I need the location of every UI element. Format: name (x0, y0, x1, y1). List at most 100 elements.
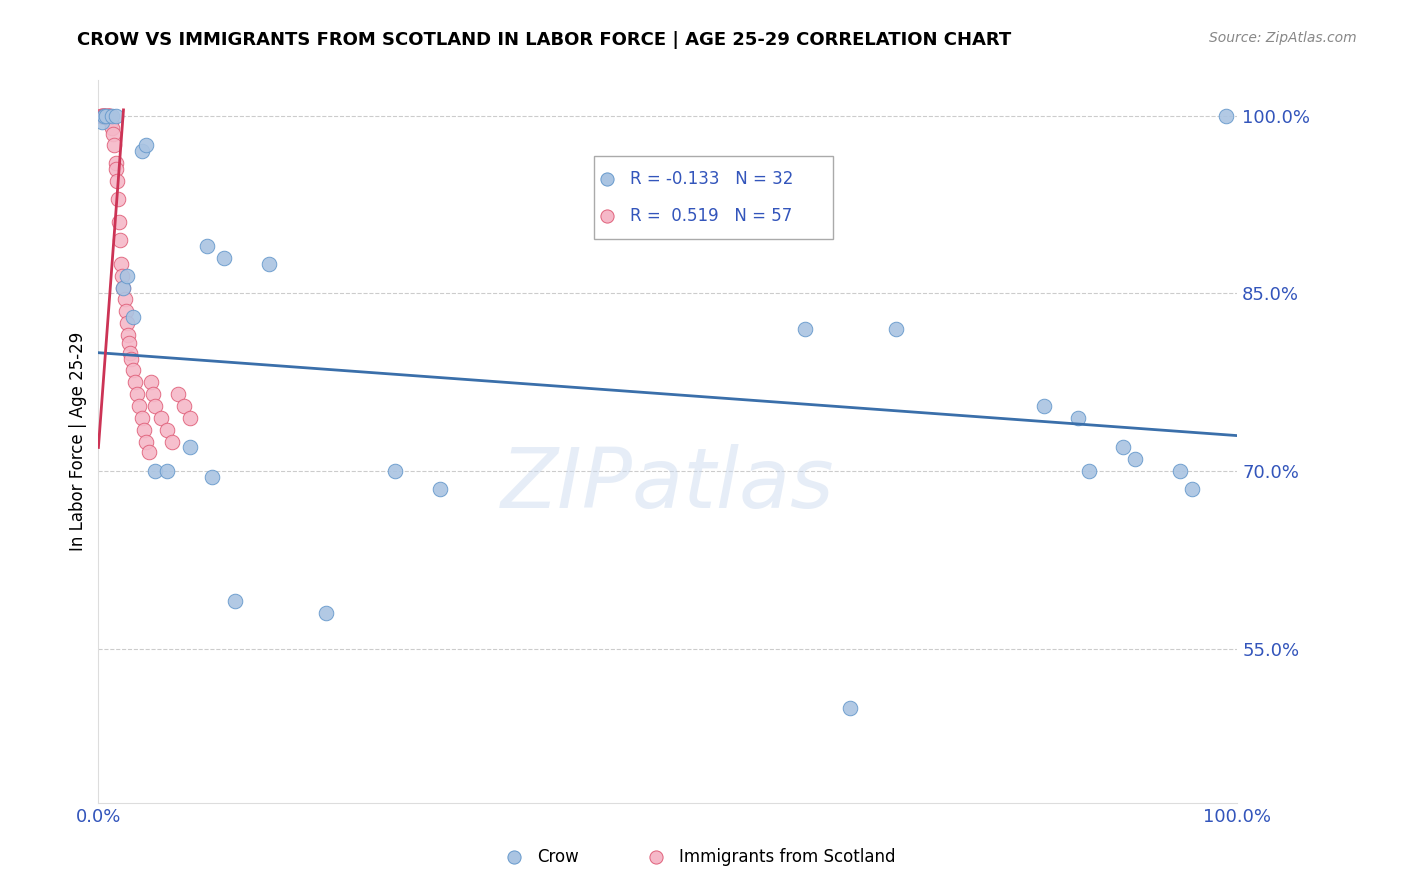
Point (139, 376, 162, 390)
Point (120, 345, 142, 359)
Point (1078, 464, 1101, 478)
Point (1215, 109, 1237, 123)
Point (138, 445, 160, 459)
Point (121, 310, 143, 325)
Text: R = -0.133   N = 32: R = -0.133 N = 32 (630, 170, 793, 188)
Point (98, 109, 121, 123)
Point (839, 701, 862, 715)
Point (135, 434, 157, 449)
Point (1112, 441, 1135, 455)
Point (112, 280, 135, 294)
Point (596, 331, 619, 345)
Point (115, 268, 138, 283)
Point (96, 109, 118, 123)
Point (315, 607, 337, 621)
Point (90, 109, 112, 123)
Point (108, 233, 131, 247)
Point (150, 410, 173, 425)
Point (1123, 452, 1146, 467)
Point (121, 363, 143, 377)
Point (145, 464, 167, 478)
Point (114, 293, 136, 307)
Point (596, 271, 619, 285)
Point (132, 423, 155, 437)
Text: Crow: Crow (537, 848, 579, 866)
Point (145, 399, 167, 413)
Point (224, 594, 246, 608)
Point (107, 192, 129, 206)
Point (104, 156, 127, 170)
Point (91, 109, 114, 123)
Point (384, 464, 406, 478)
Point (98, 109, 121, 123)
Point (94, 109, 117, 123)
Point (114, 304, 136, 318)
Point (93, 109, 115, 123)
Text: CROW VS IMMIGRANTS FROM SCOTLAND IN LABOR FORCE | AGE 25-29 CORRELATION CHART: CROW VS IMMIGRANTS FROM SCOTLAND IN LABO… (77, 31, 1011, 49)
Point (90, 109, 112, 123)
Point (90, 109, 112, 123)
Point (96, 109, 118, 123)
Point (179, 410, 201, 425)
Point (104, 109, 127, 123)
Point (429, 482, 451, 496)
Y-axis label: In Labor Force | Age 25-29: In Labor Force | Age 25-29 (69, 332, 87, 551)
Point (120, 351, 142, 366)
Point (96, 109, 118, 123)
Point (1032, 399, 1054, 413)
Point (142, 387, 165, 401)
Point (1170, 464, 1192, 478)
Point (90, 109, 112, 123)
Point (124, 376, 146, 390)
Point (105, 174, 128, 188)
Point (793, 322, 815, 336)
Point (100, 114, 122, 128)
Point (104, 162, 127, 177)
Point (117, 327, 139, 342)
Point (135, 138, 157, 153)
Point (156, 464, 179, 478)
Point (118, 336, 141, 351)
Point (131, 145, 153, 159)
Point (97, 109, 120, 123)
Text: ZIPatlas: ZIPatlas (501, 444, 835, 525)
Point (90, 114, 112, 128)
Point (93, 109, 115, 123)
Point (179, 441, 201, 455)
Point (884, 322, 907, 336)
Text: Immigrants from Scotland: Immigrants from Scotland (679, 848, 896, 866)
Point (93, 109, 115, 123)
Point (108, 215, 131, 229)
Point (97, 109, 120, 123)
Point (93, 109, 115, 123)
Point (195, 239, 218, 253)
Point (127, 387, 149, 401)
Point (101, 120, 124, 135)
Point (96, 109, 118, 123)
Point (212, 251, 235, 265)
Point (112, 280, 135, 294)
FancyBboxPatch shape (593, 156, 832, 239)
Point (91, 109, 114, 123)
Point (96, 109, 118, 123)
Point (131, 410, 153, 425)
Point (201, 470, 224, 484)
Point (110, 257, 132, 271)
Point (167, 387, 190, 401)
Point (156, 423, 179, 437)
Point (259, 257, 281, 271)
Point (94, 109, 117, 123)
Point (96, 109, 118, 123)
Point (1181, 482, 1204, 496)
Point (162, 434, 184, 449)
Text: R =  0.519   N = 57: R = 0.519 N = 57 (630, 207, 793, 225)
Point (103, 127, 125, 141)
Point (128, 399, 150, 413)
Point (111, 268, 134, 283)
Point (1067, 410, 1090, 425)
Point (173, 399, 195, 413)
Text: Source: ZipAtlas.com: Source: ZipAtlas.com (1209, 31, 1357, 45)
Point (101, 109, 124, 123)
Point (115, 316, 138, 330)
Point (103, 138, 125, 153)
